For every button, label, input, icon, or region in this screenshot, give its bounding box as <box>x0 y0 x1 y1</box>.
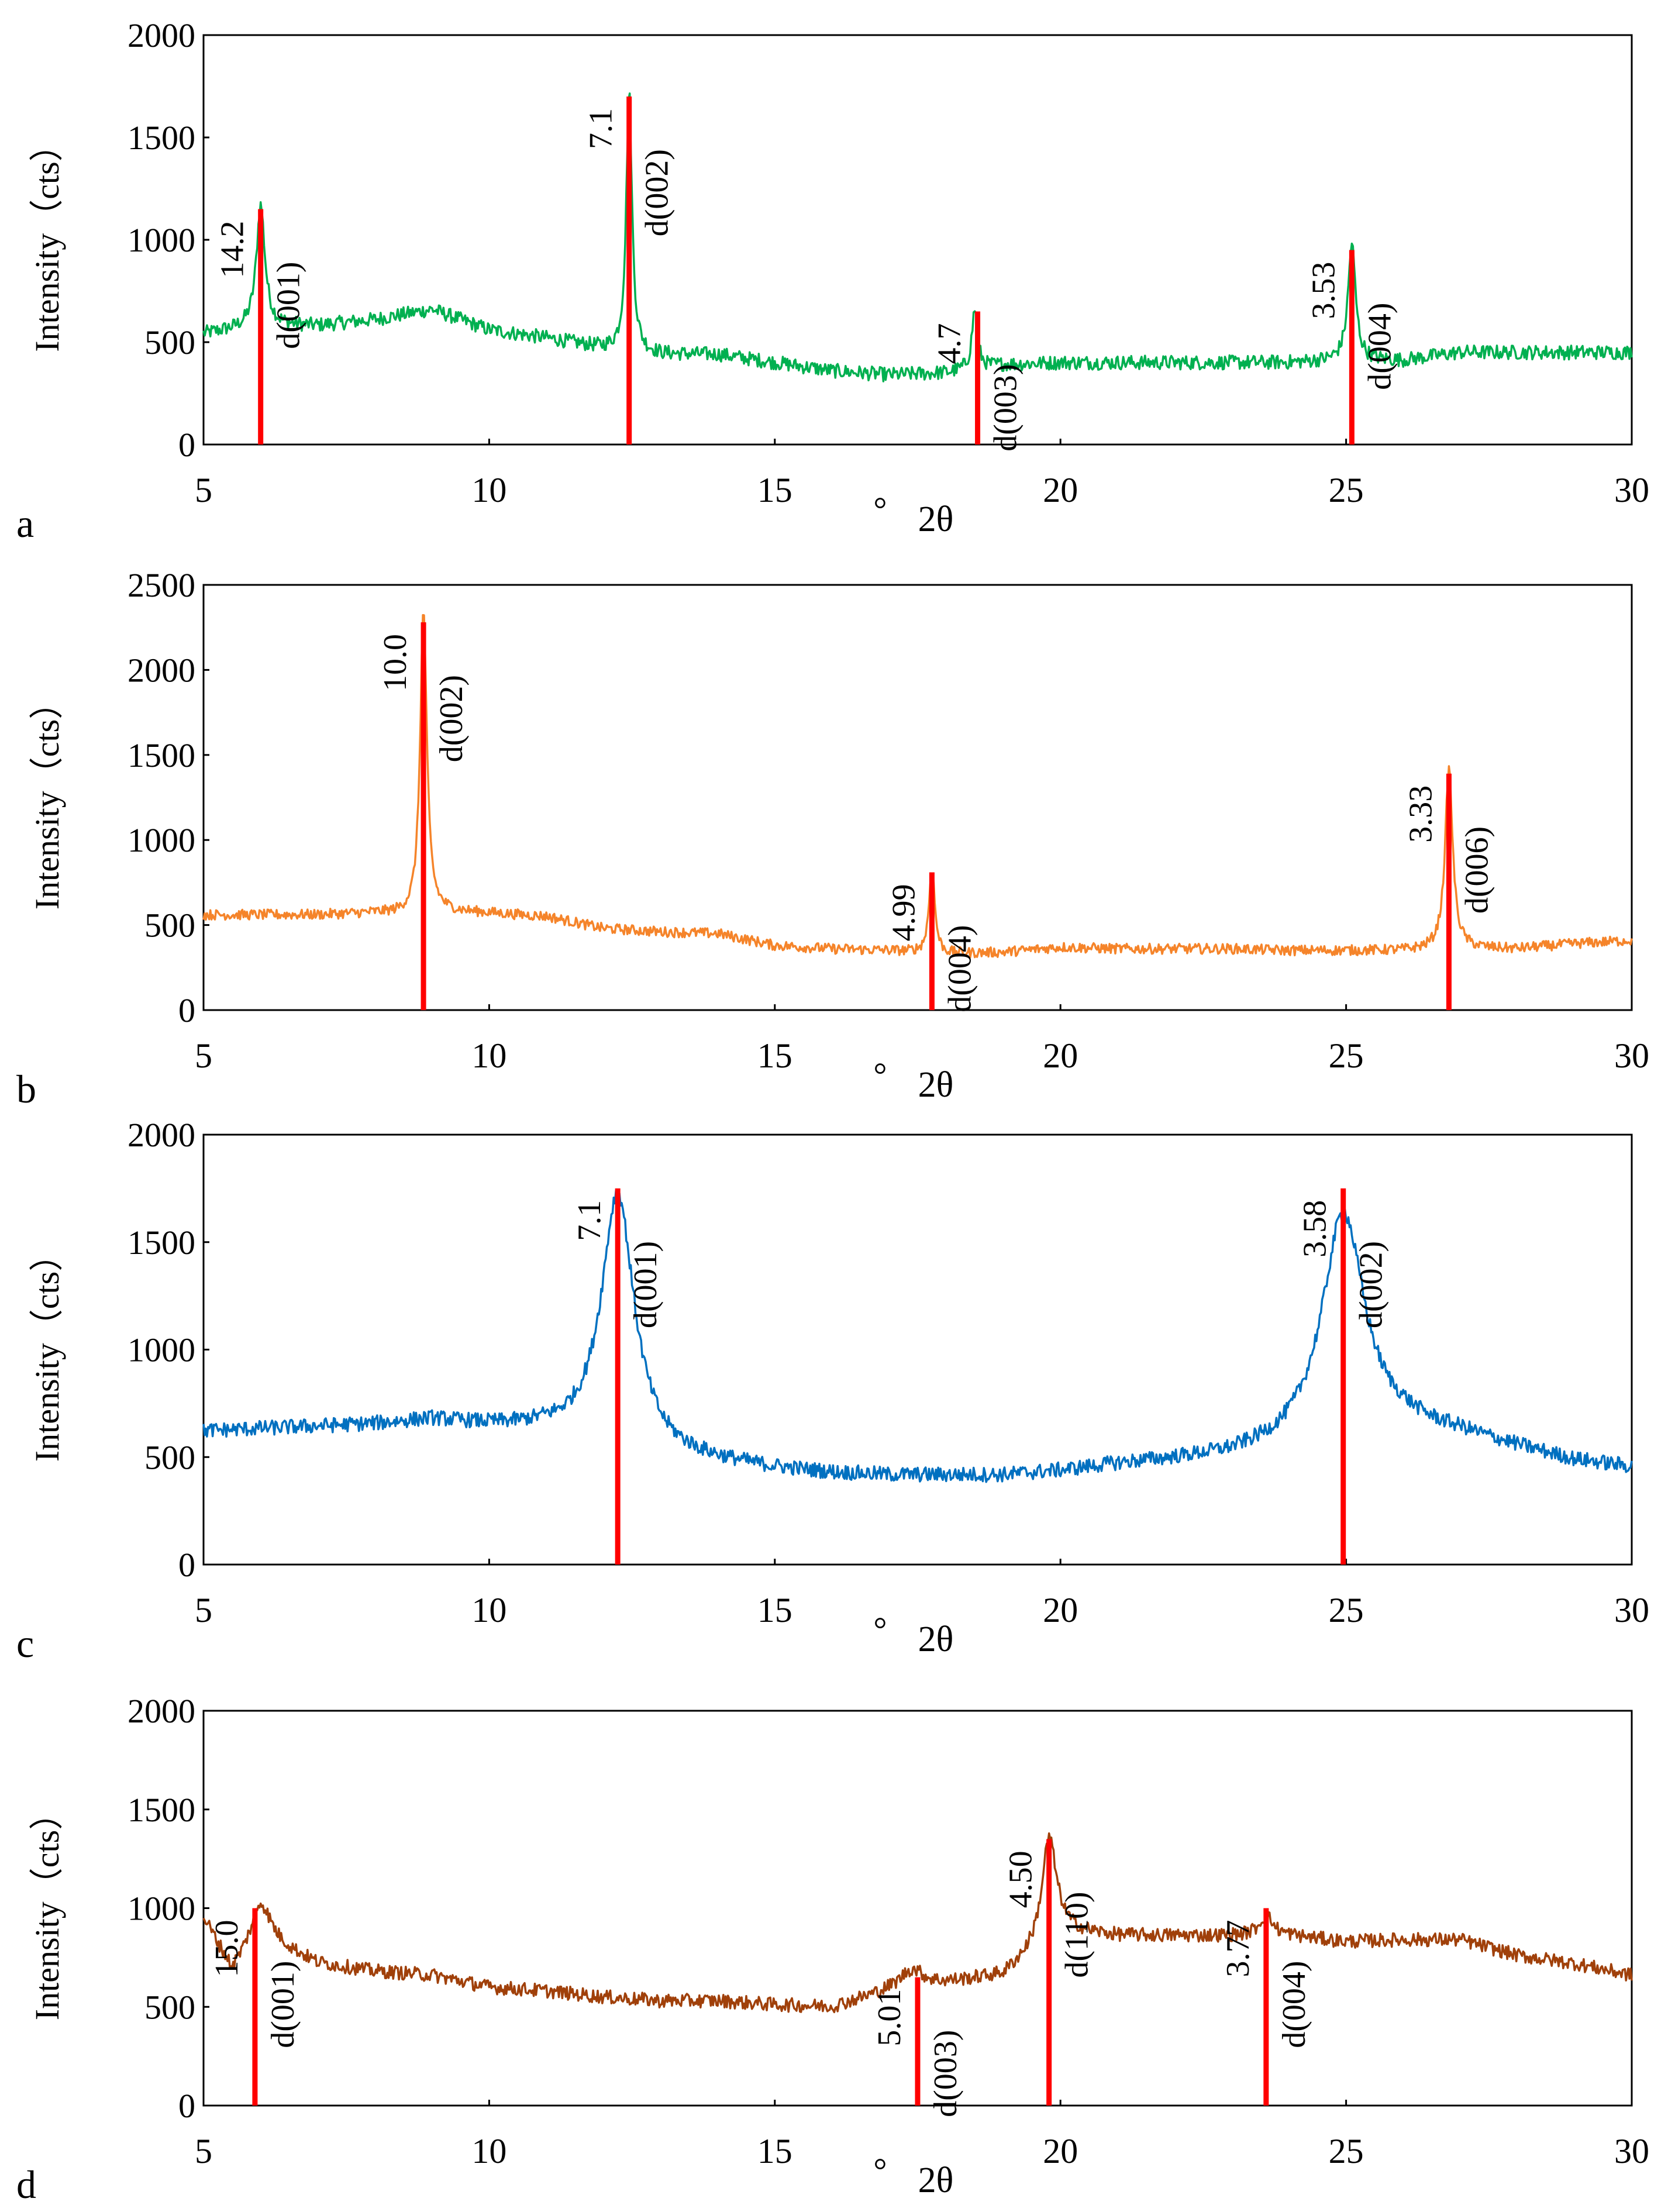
hkl-label: d(004) <box>1362 303 1398 390</box>
y-tick-label: 2000 <box>127 1692 195 1730</box>
y-tick-label: 1500 <box>127 1224 195 1262</box>
x-tick-label: 5 <box>195 1591 212 1629</box>
y-tick-label: 0 <box>178 991 195 1029</box>
y-tick-label: 2000 <box>127 1116 195 1154</box>
d-spacing-label: 10.0 <box>377 634 413 691</box>
y-tick-label: 1000 <box>127 821 195 859</box>
x-axis-label: 2θ <box>918 499 954 539</box>
panel-c: 0 500 1000 1500 2000 5 10 15 20 25 30 Intensity（cts… <box>16 1116 1649 1666</box>
d-spacing-label: 3.53 <box>1305 262 1342 319</box>
x-tick-label: 25 <box>1329 1036 1364 1075</box>
y-tick-label: 1000 <box>127 1331 195 1369</box>
d-spacing-label: 4.7 <box>932 323 968 364</box>
x-tick-label: 20 <box>1043 1036 1078 1075</box>
x-tick-label: 10 <box>471 471 506 509</box>
x-tick-label: 15 <box>757 1591 792 1629</box>
panel-letter: a <box>16 501 34 546</box>
x-tick-label: 30 <box>1614 1591 1649 1629</box>
x-tick-label: 20 <box>1043 471 1078 509</box>
x-axis-label-degree: ° <box>873 1610 887 1648</box>
d-spacing-label: 3.58 <box>1297 1200 1333 1257</box>
hkl-label: d(001) <box>628 1241 664 1328</box>
hkl-label: d(001) <box>265 1961 301 2048</box>
x-tick-label: 15 <box>757 1036 792 1075</box>
panel-letter: d <box>16 2162 36 2207</box>
panel-letter: b <box>16 1067 36 1111</box>
d-spacing-label: 14.2 <box>215 221 251 278</box>
x-tick-label: 20 <box>1043 1591 1078 1629</box>
y-tick-label: 1500 <box>127 1791 195 1829</box>
x-tick-label: 20 <box>1043 2132 1078 2170</box>
y-tick-label: 500 <box>144 907 195 945</box>
y-axis-label: Intensity（cts） <box>28 128 66 352</box>
hkl-label: d(002) <box>639 149 676 236</box>
x-tick-label: 5 <box>195 2132 212 2170</box>
xrd-trace-d <box>202 1832 1633 2014</box>
y-axis-label: Intensity（cts） <box>28 1796 66 2020</box>
x-tick-label: 15 <box>757 471 792 509</box>
d-spacing-label: 4.50 <box>1003 1851 1039 1908</box>
x-tick-label: 30 <box>1614 1036 1649 1075</box>
d-spacing-label: 7.1 <box>571 1200 608 1241</box>
y-tick-label: 1000 <box>127 221 195 259</box>
y-tick-label: 0 <box>178 1546 195 1584</box>
xrd-trace-c <box>202 1189 1633 1483</box>
y-tick-label: 2000 <box>127 16 195 54</box>
y-tick-label: 0 <box>178 2087 195 2125</box>
hkl-label: d(003) <box>988 364 1024 452</box>
x-tick-label: 30 <box>1614 471 1649 509</box>
hkl-label: d(110) <box>1059 1891 1095 1977</box>
d-spacing-label: 3.77 <box>1220 1920 1256 1977</box>
x-tick-label: 25 <box>1329 1591 1364 1629</box>
x-tick-label: 5 <box>195 1036 212 1075</box>
y-tick-label: 2000 <box>127 651 195 689</box>
d-spacing-label: 3.33 <box>1402 785 1439 843</box>
d-spacing-label: 4.99 <box>885 884 922 941</box>
plot-frame <box>202 34 1633 446</box>
y-tick-label: 1500 <box>127 119 195 157</box>
x-tick-label: 10 <box>471 1591 506 1629</box>
x-tick-label: 15 <box>757 2132 792 2170</box>
d-spacing-label: 5.01 <box>871 1989 908 2046</box>
d-spacing-label: 7.1 <box>583 108 619 149</box>
panel-a: 0 500 1000 1500 2000 5 10 15 20 25 30 Intensity（cts… <box>16 16 1649 546</box>
x-tick-label: 25 <box>1329 471 1364 509</box>
d-spacing-label: 15.0 <box>209 1920 245 1977</box>
xrd-trace-b <box>202 614 1633 959</box>
y-axis-label: Intensity（cts） <box>28 685 66 909</box>
y-tick-label: 0 <box>178 426 195 464</box>
x-tick-label: 25 <box>1329 2132 1364 2170</box>
hkl-label: d(006) <box>1459 826 1495 914</box>
hkl-label: d(002) <box>433 675 470 762</box>
x-axis-label: 2θ <box>918 2161 954 2200</box>
hkl-label: d(004) <box>1276 1961 1312 2048</box>
hkl-label: d(004) <box>942 925 978 1012</box>
y-tick-label: 2500 <box>127 566 195 604</box>
x-tick-label: 5 <box>195 471 212 509</box>
y-tick-label: 500 <box>144 1988 195 2026</box>
plot-frame <box>202 1133 1633 1566</box>
hkl-label: d(002) <box>1353 1241 1390 1328</box>
x-axis-label: 2θ <box>918 1065 954 1105</box>
panel-letter: c <box>16 1621 34 1666</box>
x-axis-label-degree: ° <box>873 490 887 528</box>
hkl-label: d(001) <box>271 262 307 349</box>
x-axis-label-degree: ° <box>873 1056 887 1094</box>
x-tick-label: 10 <box>471 1036 506 1075</box>
x-tick-label: 30 <box>1614 2132 1649 2170</box>
panel-b: 0 500 1000 1500 2000 2500 5 10 15 20 25 30 Intensity… <box>16 566 1649 1111</box>
y-tick-label: 500 <box>144 323 195 361</box>
plot-frame <box>202 584 1633 1011</box>
x-tick-label: 10 <box>471 2132 506 2170</box>
y-axis-label: Intensity（cts） <box>28 1238 66 1462</box>
x-axis-label: 2θ <box>918 1620 954 1659</box>
xrd-trace-a <box>202 92 1633 383</box>
x-axis-label-degree: ° <box>873 2151 887 2189</box>
y-tick-label: 1500 <box>127 736 195 774</box>
panel-d: 0 500 1000 1500 2000 5 10 15 20 25 30 Intensity（cts… <box>16 1692 1649 2207</box>
y-tick-label: 500 <box>144 1438 195 1476</box>
hkl-label: d(003) <box>928 2030 964 2117</box>
y-tick-label: 1000 <box>127 1890 195 1928</box>
